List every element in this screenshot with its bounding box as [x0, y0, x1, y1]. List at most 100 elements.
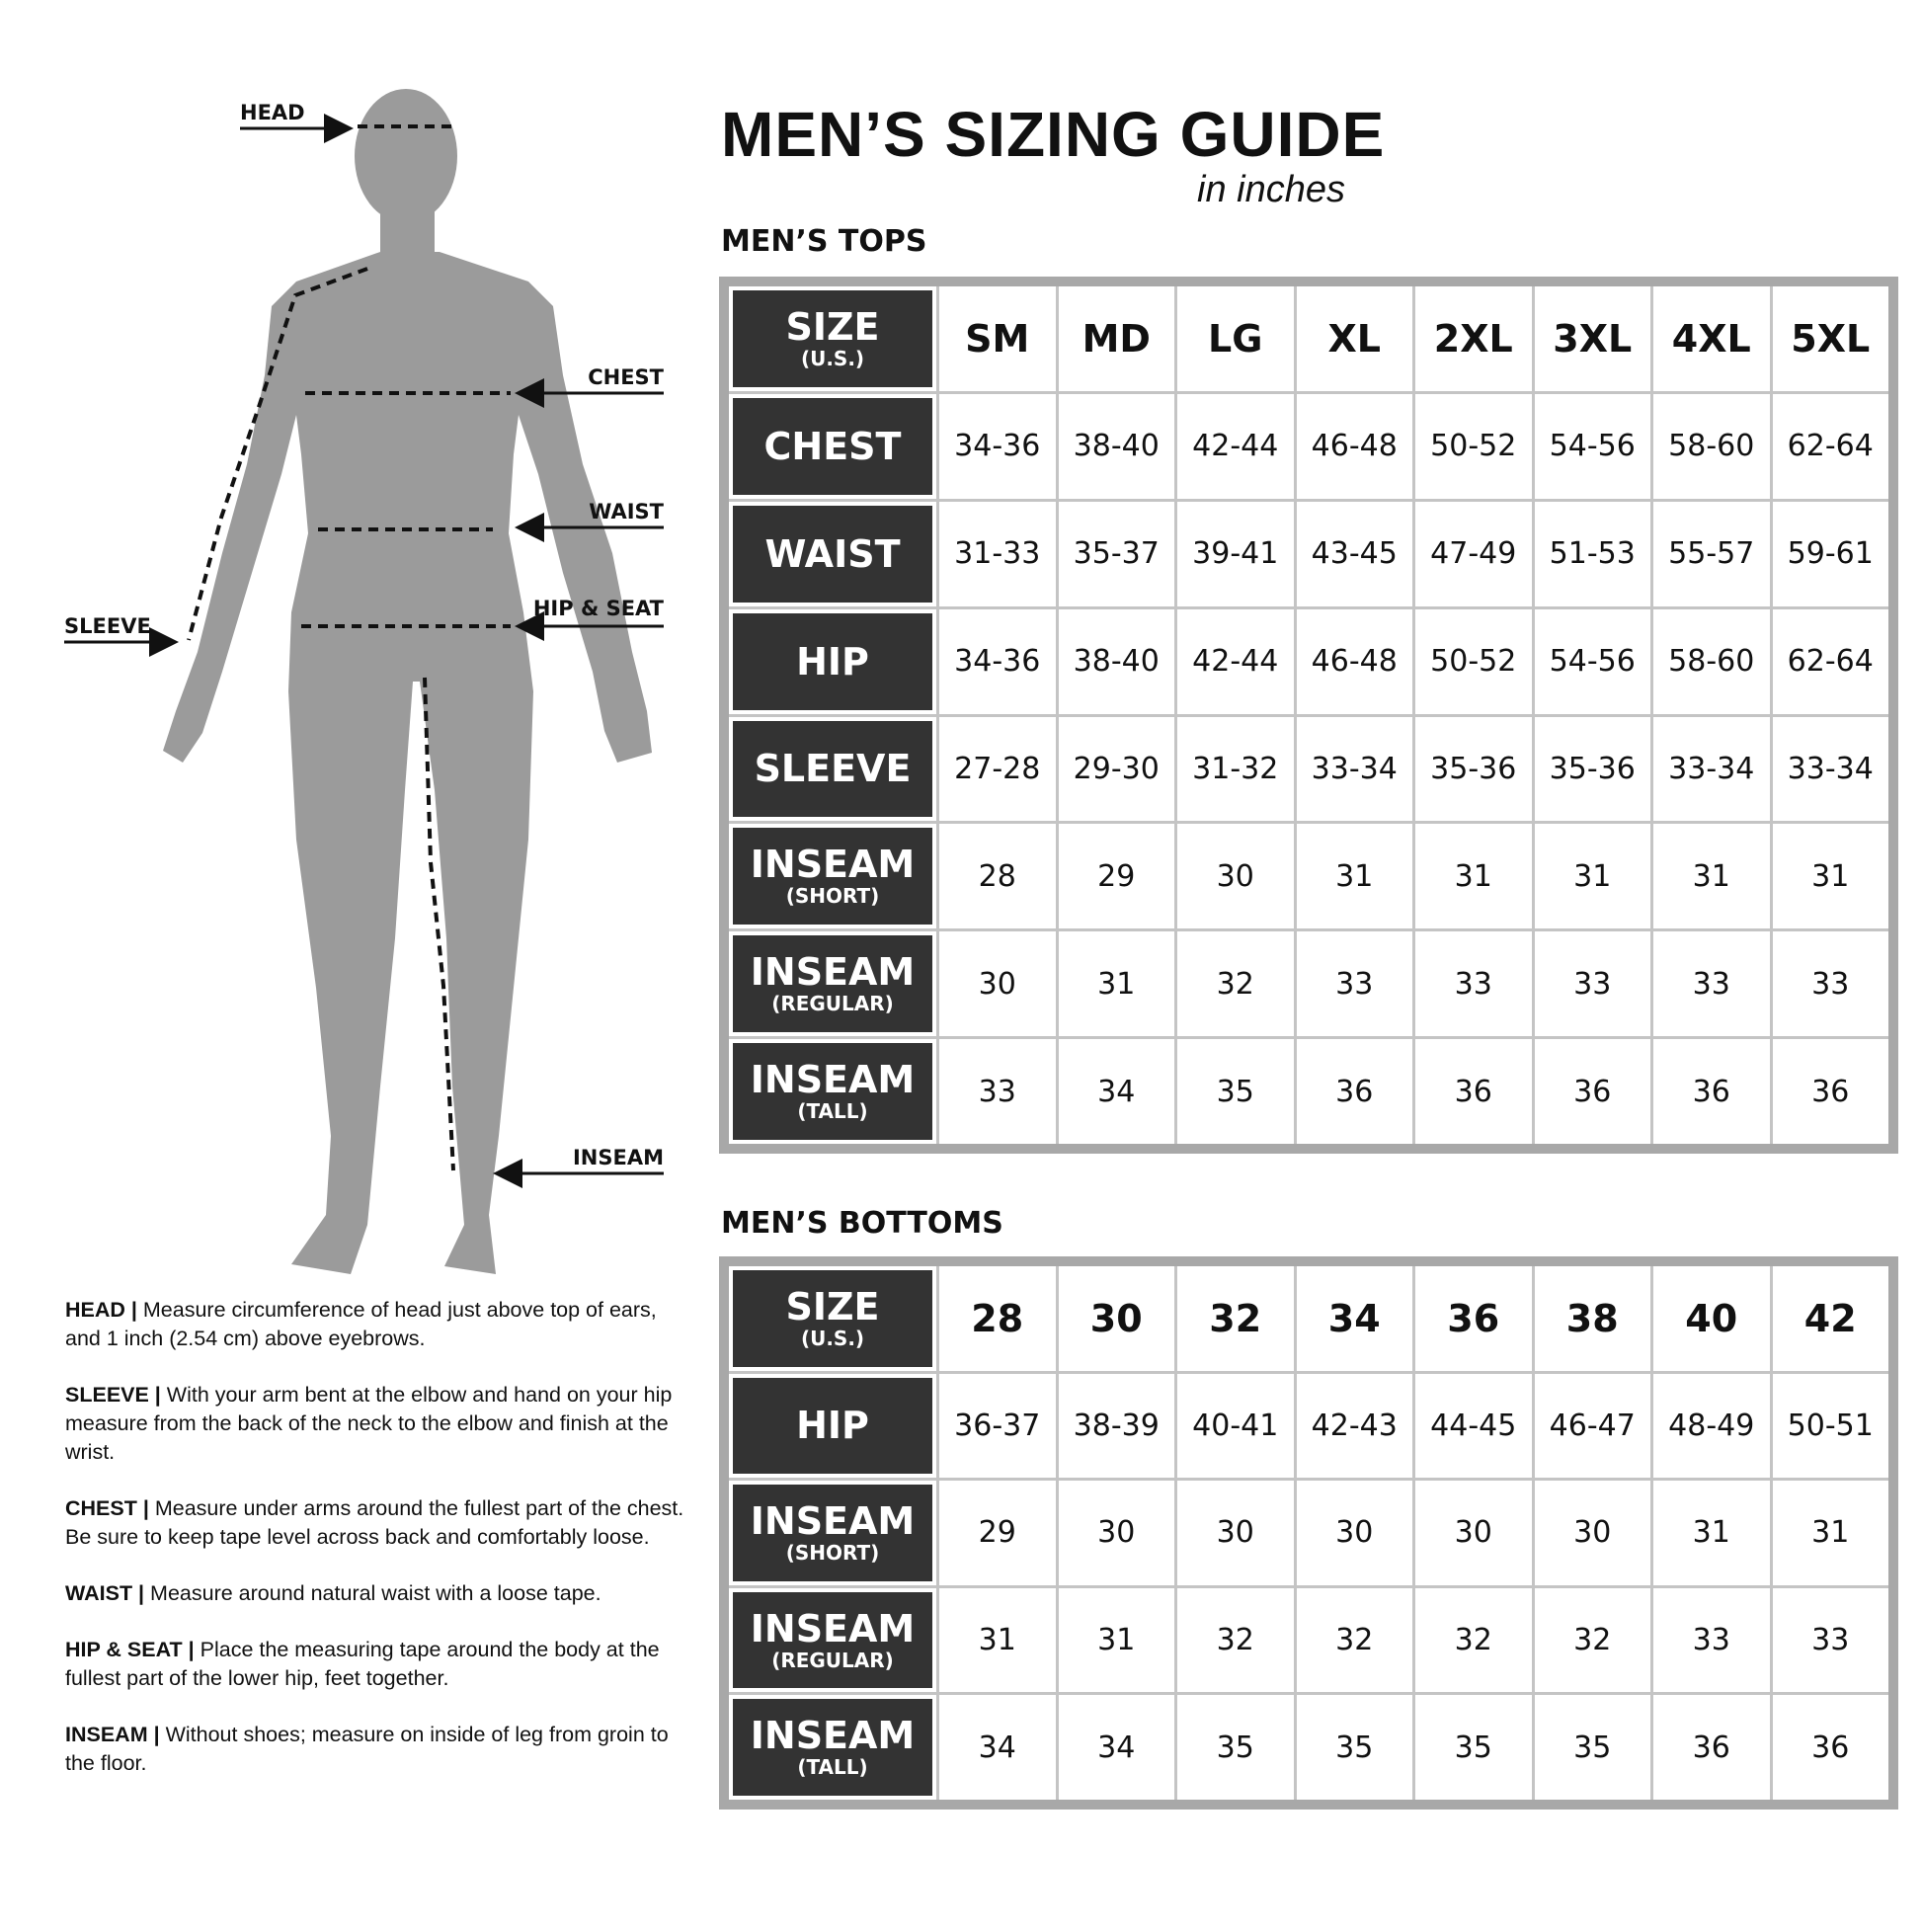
measurement-cell: 46-48 — [1296, 608, 1412, 714]
row-label-main: INSEAM — [750, 843, 916, 887]
page-title: MEN’S SIZING GUIDE — [721, 99, 1386, 170]
measurement-row-header: CHEST — [729, 393, 936, 499]
measurement-cell: 48-49 — [1653, 1373, 1770, 1479]
row-label-box: INSEAM (TALL) — [733, 1699, 932, 1796]
measurement-cell: 58-60 — [1653, 608, 1770, 714]
row-label-sub: (TALL) — [797, 1099, 868, 1124]
measurement-cell: 38-40 — [1058, 393, 1174, 499]
size-header-cell: SIZE (U.S.) — [729, 1266, 936, 1371]
measurement-cell: 34 — [939, 1695, 1056, 1800]
instruction-item: CHEST | Measure under arms around the fu… — [65, 1494, 697, 1552]
measurement-lines — [187, 124, 511, 1171]
size-column-header: 42 — [1772, 1266, 1888, 1371]
measurement-cell: 33 — [1653, 931, 1770, 1037]
size-column-header: SM — [939, 286, 1056, 391]
measurement-row-header: INSEAM (TALL) — [729, 1695, 936, 1800]
size-column-header: 38 — [1534, 1266, 1650, 1371]
measurement-cell: 31-33 — [939, 501, 1056, 606]
row-label-main: INSEAM — [750, 1714, 916, 1758]
measurement-cell: 28 — [939, 824, 1056, 929]
label-hip-seat: HIP & SEAT — [532, 597, 664, 620]
measurement-cell: 42-44 — [1177, 393, 1294, 499]
row-label-main: SLEEVE — [754, 747, 912, 791]
measurement-cell: 31 — [1772, 824, 1888, 929]
body-silhouette — [163, 89, 652, 1274]
label-sleeve: SLEEVE — [64, 614, 151, 638]
bottoms-size-table: SIZE (U.S.) 28 30 32 34 36 38 40 42 HIP 36-37 38-39 4… — [719, 1256, 1898, 1810]
instruction-text: Measure around natural waist with a loos… — [144, 1581, 601, 1605]
measurement-cell: 33 — [1772, 1587, 1888, 1693]
measurement-cell: 35 — [1534, 1695, 1650, 1800]
row-label-main: SIZE — [785, 1284, 880, 1328]
measurement-row-header: HIP — [729, 608, 936, 714]
instruction-text: Without shoes; measure on inside of leg … — [65, 1723, 669, 1775]
instruction-item: WAIST | Measure around natural waist wit… — [65, 1579, 697, 1608]
measurement-cell: 40-41 — [1177, 1373, 1294, 1479]
size-column-header: 32 — [1177, 1266, 1294, 1371]
measurement-cell: 36 — [1296, 1039, 1412, 1144]
row-label-box: SLEEVE — [733, 720, 932, 818]
instruction-term: HEAD | — [65, 1298, 137, 1322]
measurement-cell: 55-57 — [1653, 501, 1770, 606]
size-column-header: XL — [1296, 286, 1412, 391]
row-label-box: CHEST — [733, 397, 932, 495]
measurement-cell: 54-56 — [1534, 393, 1650, 499]
measurement-cell: 33 — [1772, 931, 1888, 1037]
measurement-cell: 31 — [1653, 1481, 1770, 1585]
measurement-cell: 42-43 — [1296, 1373, 1412, 1479]
measurement-cell: 39-41 — [1177, 501, 1294, 606]
measurement-cell: 35-37 — [1058, 501, 1174, 606]
row-label-sub: (REGULAR) — [771, 992, 894, 1016]
instruction-item: INSEAM | Without shoes; measure on insid… — [65, 1721, 697, 1778]
measurement-cell: 30 — [1177, 824, 1294, 929]
instruction-term: WAIST | — [65, 1581, 145, 1605]
measurement-cell: 35 — [1296, 1695, 1412, 1800]
row-label-box: SIZE (U.S.) — [733, 290, 932, 387]
measurement-cell: 33 — [1534, 931, 1650, 1037]
instruction-term: INSEAM | — [65, 1723, 160, 1746]
measurement-cell: 58-60 — [1653, 393, 1770, 499]
measurement-cell: 36 — [1415, 1039, 1532, 1144]
measurement-cell: 30 — [1296, 1481, 1412, 1585]
row-label-sub: (TALL) — [797, 1755, 868, 1780]
measurement-row-header: SLEEVE — [729, 716, 936, 822]
row-label-sub: (SHORT) — [785, 1540, 880, 1565]
measurement-cell: 32 — [1415, 1587, 1532, 1693]
instruction-item: HIP & SEAT | Place the measuring tape ar… — [65, 1636, 697, 1693]
size-column-header: 2XL — [1415, 286, 1532, 391]
size-column-header: 4XL — [1653, 286, 1770, 391]
measurement-cell: 33-34 — [1653, 716, 1770, 822]
instruction-term: SLEEVE | — [65, 1383, 161, 1407]
row-label-sub: (U.S.) — [800, 346, 865, 370]
instruction-item: SLEEVE | With your arm bent at the elbow… — [65, 1381, 697, 1467]
measurement-cell: 36 — [1653, 1695, 1770, 1800]
measurement-row-header: INSEAM (TALL) — [729, 1039, 936, 1144]
label-waist: WAIST — [589, 500, 664, 523]
measurement-cell: 35 — [1415, 1695, 1532, 1800]
measurement-cell: 31 — [1653, 824, 1770, 929]
measurement-cell: 51-53 — [1534, 501, 1650, 606]
measurement-cell: 32 — [1296, 1587, 1412, 1693]
label-chest: CHEST — [588, 365, 664, 389]
tops-size-table: SIZE (U.S.) SM MD LG XL 2XL 3XL 4XL 5XL CHEST 34-36… — [719, 277, 1898, 1154]
measurement-cell: 36 — [1772, 1695, 1888, 1800]
row-label-box: INSEAM (SHORT) — [733, 828, 932, 926]
measurement-cell: 43-45 — [1296, 501, 1412, 606]
row-label-main: INSEAM — [750, 950, 916, 995]
size-column-header: 5XL — [1772, 286, 1888, 391]
measurement-cell: 31 — [1296, 824, 1412, 929]
measurement-cell: 33-34 — [1296, 716, 1412, 822]
row-label-sub: (U.S.) — [800, 1326, 865, 1350]
size-column-header: MD — [1058, 286, 1174, 391]
instruction-text: With your arm bent at the elbow and hand… — [65, 1383, 673, 1464]
body-measurement-figure — [64, 89, 664, 1274]
measurement-cell: 42-44 — [1177, 608, 1294, 714]
measurement-cell: 34-36 — [939, 393, 1056, 499]
instruction-text: Measure circumference of head just above… — [65, 1298, 657, 1350]
measurement-cell: 50-51 — [1772, 1373, 1888, 1479]
row-label-box: SIZE (U.S.) — [733, 1270, 932, 1367]
measurement-row-header: INSEAM (SHORT) — [729, 824, 936, 929]
row-label-box: INSEAM (REGULAR) — [733, 1591, 932, 1689]
size-column-header: 36 — [1415, 1266, 1532, 1371]
